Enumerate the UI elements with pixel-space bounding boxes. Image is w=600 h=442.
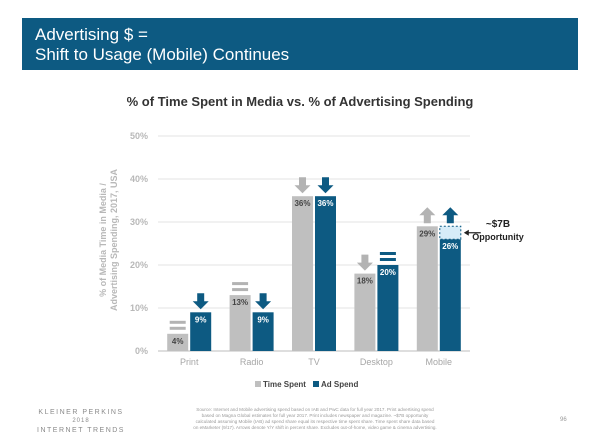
data-label-time-spent: 13% (232, 298, 248, 307)
bar-time-spent (229, 295, 251, 351)
header-banner: Advertising $ = Shift to Usage (Mobile) … (22, 18, 578, 70)
legend-swatch-ad-spend (313, 381, 319, 387)
bar-ad-spend (377, 265, 399, 351)
y-axis-label: Advertising Spending, 2017, USA (109, 168, 119, 311)
legend-label-time-spent: Time Spent (263, 380, 306, 389)
page-number: 96 (560, 417, 567, 423)
time-spent-equal-icon (232, 282, 249, 286)
ad-spend-equal-icon (379, 258, 396, 261)
ad-spend-equal-icon (379, 252, 396, 255)
data-label-ad-spend: 26% (442, 242, 458, 251)
bar-ad-spend (439, 239, 461, 351)
header-title-line1: Advertising $ = (35, 25, 148, 44)
bar-time-spent (292, 196, 313, 351)
data-label-ad-spend: 9% (195, 315, 207, 324)
y-tick-label: 50% (130, 131, 148, 141)
opportunity-gap-box (439, 225, 462, 240)
legend-label-ad-spend: Ad Spend (321, 380, 358, 389)
x-tick-label: TV (308, 357, 320, 367)
x-tick-label: Radio (240, 357, 264, 367)
logo-line2: INTERNET TRENDS (37, 427, 125, 434)
source-line: Source: Internet and Mobile advertising … (196, 407, 434, 412)
source-line: based on Magna Global estimates for full… (201, 413, 429, 418)
x-tick-label: Print (180, 357, 199, 367)
data-label-time-spent: 36% (294, 199, 310, 208)
y-axis-label: % of Media Time in Media / (98, 183, 108, 297)
ad-spend-arrow-down-icon (317, 177, 334, 194)
data-label-time-spent: 4% (172, 337, 184, 346)
annotation-value: ~$7B (486, 219, 510, 230)
y-tick-label: 0% (135, 346, 148, 356)
source-line: on eMarketer (9/17). Arrows denote Y/Y s… (193, 425, 437, 430)
ad-spend-arrow-up-icon (442, 207, 459, 224)
bar-time-spent (416, 226, 438, 351)
data-label-ad-spend: 20% (380, 268, 396, 277)
data-label-time-spent: 29% (419, 229, 435, 238)
logo-year: 2018 (72, 418, 90, 424)
source-line: calculated assuming Mobile (IAB) ad spen… (195, 419, 435, 424)
bar-ad-spend (190, 312, 212, 351)
time-spent-arrow-up-icon (419, 207, 436, 224)
header-title-line2: Shift to Usage (Mobile) Continues (35, 45, 290, 64)
source-note: Source: Internet and Mobile advertising … (150, 407, 480, 431)
bar-ad-spend (315, 196, 336, 351)
y-tick-label: 30% (130, 217, 148, 227)
bar-time-spent (354, 273, 376, 351)
time-spent-arrow-down-icon (294, 177, 311, 194)
time-spent-equal-icon (169, 326, 186, 330)
ad-spend-arrow-down-icon (192, 293, 209, 310)
time-spent-equal-icon (169, 320, 186, 324)
ad-spend-arrow-down-icon (255, 293, 272, 310)
x-tick-label: Desktop (360, 357, 393, 367)
chart-title: % of Time Spent in Media vs. % of Advert… (126, 94, 474, 109)
data-label-ad-spend: 36% (317, 199, 333, 208)
data-label-time-spent: 18% (357, 277, 373, 286)
time-spent-equal-icon (232, 288, 249, 292)
y-tick-label: 20% (130, 260, 148, 270)
y-tick-label: 10% (130, 303, 148, 313)
bar-ad-spend (252, 312, 274, 351)
data-label-ad-spend: 9% (257, 315, 269, 324)
annotation-label: Opportunity (472, 232, 524, 242)
kpcb-logo: KLEINER PERKINS 2018 INTERNET TRENDS (36, 408, 126, 435)
x-tick-label: Mobile (426, 357, 453, 367)
legend-swatch-time-spent (255, 381, 261, 387)
bar-time-spent (167, 333, 189, 351)
annotation-arrow-icon (463, 229, 469, 236)
logo-line1: KLEINER PERKINS (38, 409, 124, 416)
time-spent-arrow-down-icon (356, 254, 373, 271)
y-tick-label: 40% (130, 174, 148, 184)
